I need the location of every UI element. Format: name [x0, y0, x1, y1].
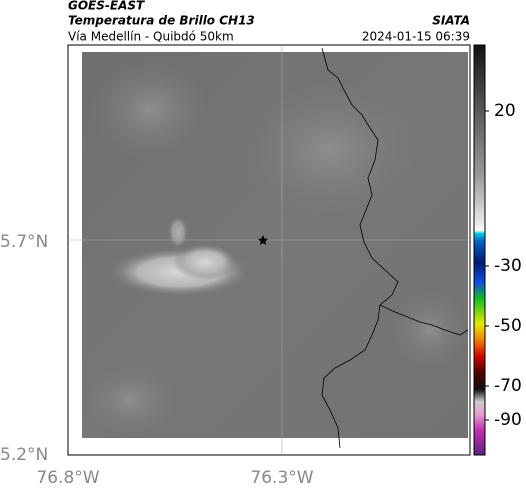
colorbar-tick-label: -70 — [494, 376, 522, 396]
timestamp: 2024-01-15 06:39 — [362, 30, 470, 44]
lat-label: 5.7°N — [0, 232, 48, 252]
boundaries — [321, 47, 469, 449]
colorbar-tick-label: 20 — [494, 101, 516, 121]
colorbar-tick-label: -30 — [494, 256, 522, 276]
colorbar — [473, 44, 486, 456]
lon-label: 76.8°W — [36, 468, 99, 488]
source: SIATA — [432, 14, 470, 28]
colorbar-tick-label: -90 — [494, 410, 522, 430]
region: Vía Medellín - Quibdó 50km — [68, 30, 234, 44]
title: GOES-EAST — [68, 0, 145, 13]
subtitle: Temperatura de Brillo CH13 — [68, 14, 255, 28]
colorbar-tick-label: -50 — [494, 316, 522, 336]
location-star — [258, 235, 268, 245]
lat-label: 5.2°N — [0, 445, 48, 465]
lon-label: 76.3°W — [250, 468, 313, 488]
satellite-image — [80, 52, 470, 438]
